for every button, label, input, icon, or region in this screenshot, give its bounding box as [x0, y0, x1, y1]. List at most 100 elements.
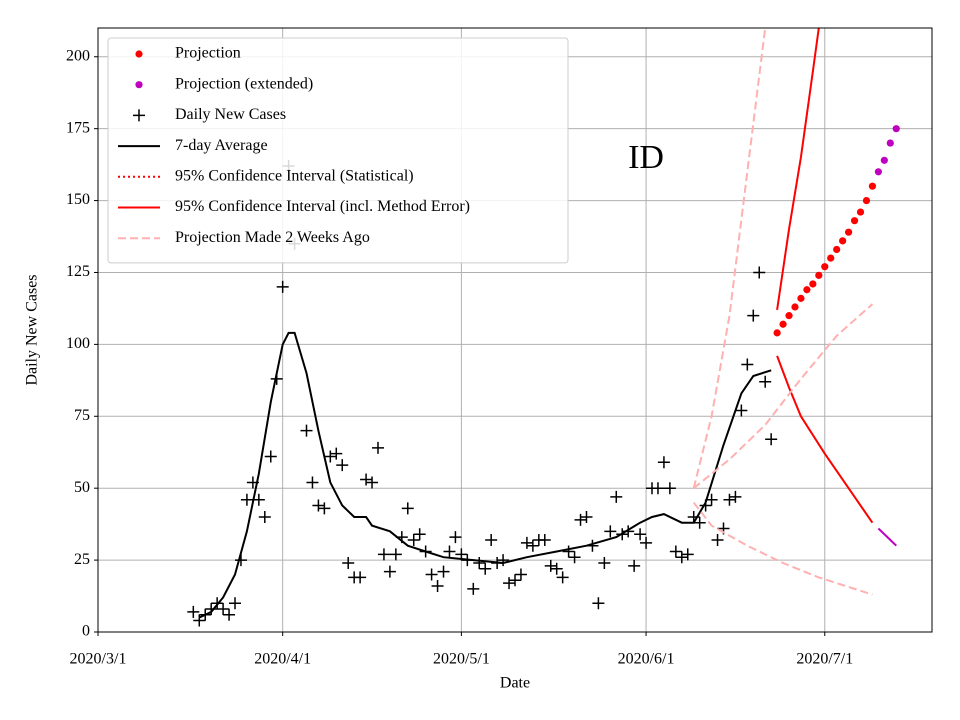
series-line — [776, 355, 874, 524]
legend-marker — [135, 50, 143, 58]
point — [336, 459, 349, 472]
point — [330, 447, 343, 460]
x-axis-label: Date — [500, 675, 530, 692]
y-axis-label: Daily New Cases — [24, 274, 41, 385]
point — [485, 533, 498, 546]
point — [592, 597, 605, 610]
point — [598, 556, 611, 569]
y-tick-label: 175 — [66, 119, 90, 136]
point — [252, 493, 265, 506]
point — [467, 582, 480, 595]
point — [651, 482, 664, 495]
point — [229, 597, 242, 610]
point — [803, 286, 811, 294]
point — [729, 490, 742, 503]
point — [389, 548, 402, 561]
legend-label: Projection (extended) — [175, 75, 313, 92]
point — [366, 476, 379, 489]
legend: Projection Projection (extended) Daily New… — [107, 37, 569, 264]
point — [377, 548, 390, 561]
legend-box — [107, 37, 569, 264]
point — [240, 493, 253, 506]
point — [568, 551, 581, 564]
point — [407, 533, 420, 546]
point — [747, 309, 760, 322]
point — [437, 565, 450, 578]
point — [473, 556, 486, 569]
point — [401, 502, 414, 515]
point — [544, 559, 557, 572]
point — [360, 473, 373, 486]
y-tick-label: 75 — [74, 407, 90, 424]
annotation: ID — [628, 139, 664, 176]
point — [276, 280, 289, 293]
point — [880, 156, 888, 164]
point — [443, 545, 456, 558]
point — [874, 168, 882, 176]
point — [628, 559, 641, 572]
point — [886, 139, 894, 147]
y-tick-label: 150 — [66, 191, 90, 208]
point — [723, 493, 736, 506]
y-tick-label: 200 — [66, 47, 90, 64]
point — [413, 528, 426, 541]
legend-label: Daily New Cases — [175, 106, 286, 123]
series-line — [692, 28, 767, 489]
point — [833, 245, 841, 254]
point — [711, 533, 724, 546]
point — [809, 280, 817, 288]
point — [306, 476, 319, 489]
legend-marker — [135, 81, 143, 89]
point — [779, 320, 787, 328]
point — [735, 404, 748, 417]
point — [497, 554, 510, 567]
series-line — [877, 527, 897, 547]
point — [431, 579, 444, 592]
point — [324, 450, 337, 463]
y-tick-label: 0 — [82, 623, 90, 640]
point — [503, 577, 516, 590]
point — [765, 433, 778, 446]
point — [318, 502, 331, 515]
point — [705, 493, 718, 506]
point — [258, 510, 271, 523]
point — [354, 571, 367, 584]
point — [640, 536, 653, 549]
legend-marker — [133, 109, 145, 122]
legend-label: Projection Made 2 Weeks Ago — [175, 229, 370, 246]
point — [693, 516, 706, 529]
series-line — [693, 303, 874, 489]
point — [425, 568, 438, 581]
point — [785, 312, 793, 320]
point — [509, 574, 521, 587]
point — [753, 266, 766, 279]
point — [797, 294, 805, 302]
y-tick-label: 25 — [74, 551, 90, 568]
point — [759, 375, 772, 388]
point — [312, 499, 325, 512]
point — [574, 513, 587, 526]
legend-label: 7-day Average — [175, 137, 268, 154]
point — [856, 208, 865, 216]
point — [892, 125, 900, 133]
series-line — [776, 28, 820, 311]
point — [610, 490, 623, 503]
x-tick-label: 2020/7/1 — [796, 651, 853, 668]
legend-label: 95% Confidence Interval (Statistical) — [175, 167, 414, 184]
point — [839, 237, 847, 245]
legend-label: 95% Confidence Interval (incl. Method Er… — [175, 198, 470, 215]
point — [868, 182, 877, 190]
point — [449, 531, 462, 544]
x-tick-label: 2020/3/1 — [70, 651, 127, 668]
point — [300, 424, 313, 437]
point — [681, 548, 694, 561]
point — [514, 568, 527, 581]
point — [773, 329, 781, 337]
point — [556, 571, 569, 584]
point — [604, 525, 617, 538]
point — [669, 545, 682, 558]
point — [580, 510, 593, 523]
x-tick-label: 2020/6/1 — [618, 651, 675, 668]
point — [187, 605, 200, 618]
